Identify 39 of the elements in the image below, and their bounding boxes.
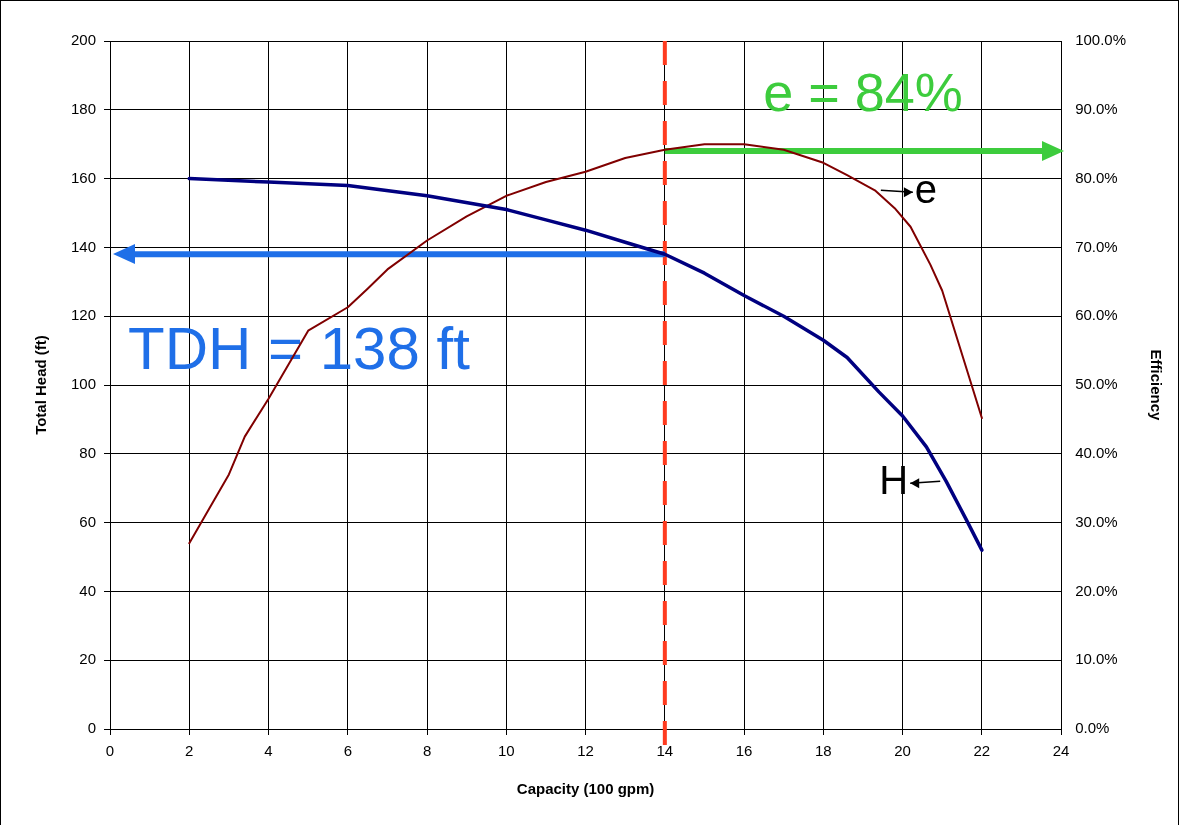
x-tick-label: 2 bbox=[185, 742, 194, 760]
y2-tick-label: 60.0% bbox=[1075, 306, 1118, 324]
x-tick-label: 24 bbox=[1052, 742, 1070, 760]
x-tick-label: 6 bbox=[343, 742, 352, 760]
y2-tick-label: 70.0% bbox=[1075, 237, 1118, 255]
y-tick-label: 20 bbox=[79, 650, 97, 668]
y-tick-label: 80 bbox=[79, 443, 97, 461]
series-label: e bbox=[914, 167, 938, 212]
y-tick-label: 200 bbox=[71, 31, 97, 49]
y2-tick-label: 80.0% bbox=[1075, 168, 1118, 186]
y2-tick-label: 100.0% bbox=[1075, 31, 1126, 49]
y-tick-label: 140 bbox=[71, 237, 97, 255]
y-tick-label: 100 bbox=[71, 375, 97, 393]
y2-tick-label: 10.0% bbox=[1075, 650, 1118, 668]
x-tick-label: 0 bbox=[105, 742, 115, 760]
y2-tick-label: 0.0% bbox=[1075, 719, 1110, 737]
x-tick-label: 16 bbox=[735, 742, 753, 760]
y-tick-label: 120 bbox=[71, 306, 97, 324]
x-tick-label: 18 bbox=[815, 742, 832, 760]
y-axis-title: Total Head (ft) bbox=[32, 335, 50, 435]
x-tick-label: 20 bbox=[894, 742, 911, 760]
y2-tick-label: 30.0% bbox=[1075, 512, 1118, 530]
y2-tick-label: 20.0% bbox=[1075, 581, 1118, 599]
y2-tick-label: 40.0% bbox=[1075, 443, 1118, 461]
x-tick-label: 22 bbox=[973, 742, 991, 760]
x-tick-label: 14 bbox=[656, 742, 674, 760]
x-tick-label: 4 bbox=[264, 742, 273, 760]
y2-axis-title: Efficiency bbox=[1147, 349, 1165, 422]
x-tick-label: 10 bbox=[497, 742, 515, 760]
y-tick-label: 160 bbox=[71, 168, 97, 186]
y-tick-label: 180 bbox=[71, 99, 97, 117]
x-tick-label: 8 bbox=[422, 742, 432, 760]
y-tick-label: 0 bbox=[87, 719, 97, 737]
y-tick-label: 40 bbox=[79, 581, 97, 599]
x-tick-label: 12 bbox=[577, 742, 594, 760]
y2-tick-label: 50.0% bbox=[1075, 375, 1118, 393]
y2-tick-label: 90.0% bbox=[1075, 99, 1118, 117]
y-tick-label: 60 bbox=[79, 512, 97, 530]
x-axis-title: Capacity (100 gpm) bbox=[516, 780, 655, 798]
